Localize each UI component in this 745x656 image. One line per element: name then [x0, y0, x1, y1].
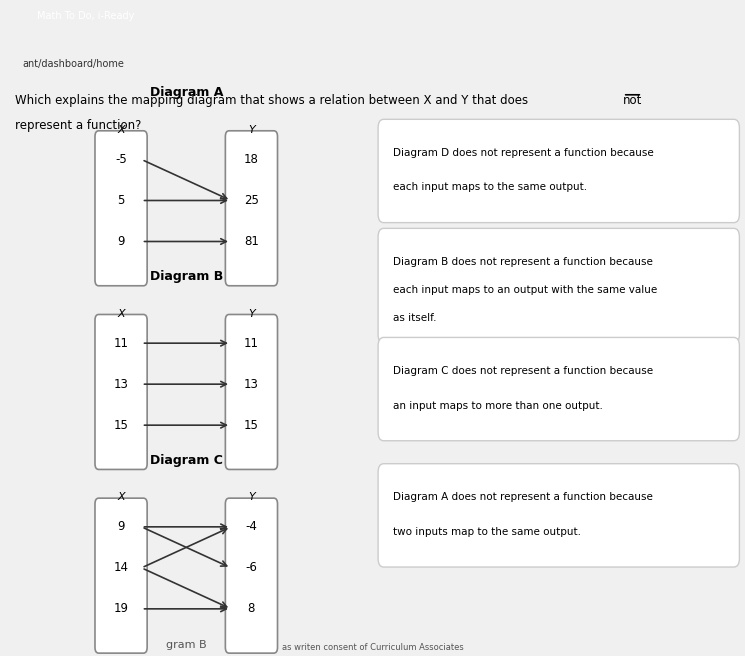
Text: -5: -5: [115, 153, 127, 166]
Text: Y: Y: [248, 309, 255, 319]
FancyBboxPatch shape: [378, 119, 740, 222]
Text: 18: 18: [244, 153, 259, 166]
FancyBboxPatch shape: [226, 131, 278, 286]
Text: gram B: gram B: [166, 640, 206, 650]
Text: Diagram A: Diagram A: [150, 86, 223, 99]
Text: 13: 13: [244, 378, 259, 391]
FancyBboxPatch shape: [95, 498, 147, 653]
Text: Y: Y: [248, 493, 255, 502]
Text: 9: 9: [117, 520, 125, 533]
Text: 25: 25: [244, 194, 259, 207]
Text: each input maps to an output with the same value: each input maps to an output with the sa…: [393, 285, 657, 295]
Text: 11: 11: [113, 337, 129, 350]
Text: -6: -6: [246, 562, 257, 575]
Text: ant/dashboard/home: ant/dashboard/home: [22, 59, 124, 69]
Text: Diagram B does not represent a function because: Diagram B does not represent a function …: [393, 257, 653, 267]
Text: -4: -4: [246, 520, 257, 533]
Text: Diagram C does not represent a function because: Diagram C does not represent a function …: [393, 366, 653, 376]
Text: 15: 15: [244, 419, 259, 432]
Text: not: not: [623, 94, 642, 108]
Text: 81: 81: [244, 235, 259, 248]
Text: X: X: [117, 125, 125, 135]
Text: 19: 19: [113, 602, 129, 615]
FancyBboxPatch shape: [95, 314, 147, 470]
Text: 15: 15: [114, 419, 128, 432]
Text: 11: 11: [244, 337, 259, 350]
Text: Diagram B: Diagram B: [150, 270, 223, 283]
FancyBboxPatch shape: [226, 314, 278, 470]
FancyBboxPatch shape: [95, 131, 147, 286]
Text: each input maps to the same output.: each input maps to the same output.: [393, 182, 587, 192]
Text: 8: 8: [248, 602, 255, 615]
FancyBboxPatch shape: [378, 464, 740, 567]
Text: 9: 9: [117, 235, 125, 248]
Text: X: X: [117, 493, 125, 502]
Text: as writen consent of Curriculum Associates: as writen consent of Curriculum Associat…: [282, 644, 463, 652]
Text: X: X: [117, 309, 125, 319]
Text: as itself.: as itself.: [393, 313, 437, 323]
Text: two inputs map to the same output.: two inputs map to the same output.: [393, 527, 581, 537]
Text: Diagram D does not represent a function because: Diagram D does not represent a function …: [393, 148, 654, 158]
Text: represent a function?: represent a function?: [15, 119, 142, 132]
Text: Math To Do, i-Ready: Math To Do, i-Ready: [37, 11, 135, 21]
Text: Which explains the mapping diagram that shows a relation between X and Y that do: Which explains the mapping diagram that …: [15, 94, 532, 108]
FancyBboxPatch shape: [378, 337, 740, 441]
Text: Diagram A does not represent a function because: Diagram A does not represent a function …: [393, 493, 653, 502]
Text: Y: Y: [248, 125, 255, 135]
FancyBboxPatch shape: [226, 498, 278, 653]
Text: an input maps to more than one output.: an input maps to more than one output.: [393, 401, 603, 411]
Text: Diagram C: Diagram C: [150, 453, 223, 466]
Text: 5: 5: [118, 194, 124, 207]
FancyBboxPatch shape: [378, 228, 740, 343]
Text: 14: 14: [113, 562, 129, 575]
Text: 13: 13: [114, 378, 128, 391]
